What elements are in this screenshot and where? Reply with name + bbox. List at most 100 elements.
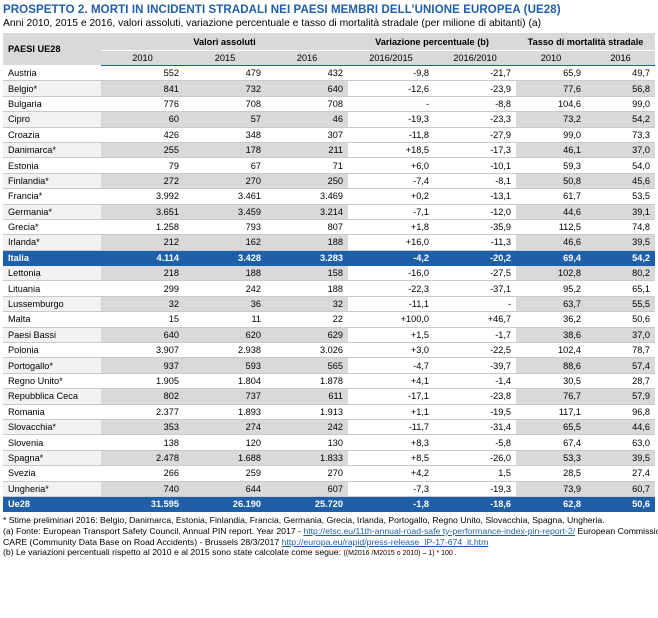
value-cell: -17,3	[434, 142, 517, 159]
value-cell: 158	[266, 265, 349, 282]
value-cell: -27,9	[434, 127, 517, 143]
value-cell: 2.377	[101, 404, 184, 420]
country-cell: Italia	[3, 250, 101, 267]
value-cell: 2.478	[101, 450, 184, 467]
value-cell: 3.459	[184, 204, 266, 220]
value-cell: 565	[266, 357, 349, 374]
value-cell: -23,3	[434, 111, 517, 128]
value-cell: 1.893	[184, 404, 266, 420]
value-cell: -1,7	[434, 327, 517, 344]
value-cell: -	[434, 296, 517, 313]
value-cell: 188	[266, 234, 349, 251]
value-cell: 99,0	[586, 96, 656, 113]
value-cell: 432	[266, 65, 349, 82]
subheader-2: 2016	[266, 50, 349, 66]
country-cell: Irlanda*	[3, 234, 101, 251]
country-cell: Malta	[3, 311, 101, 328]
value-cell: +4,1	[348, 373, 435, 390]
europa-link[interactable]: http://europa.eu/rapid/press-release_IP-…	[281, 536, 489, 547]
table-row: Austria 552 479 432 -9,8 -21,7 65,9 49,7	[3, 65, 656, 82]
value-cell: -39,7	[434, 357, 517, 374]
value-cell: +6,0	[348, 157, 435, 174]
value-cell: 593	[184, 357, 266, 374]
value-cell: 307	[266, 127, 349, 143]
etsc-link[interactable]: http://etsc.eu/11th-annual-road-safe ty-…	[303, 525, 576, 536]
value-cell: 36,2	[516, 311, 587, 328]
country-cell: Slovenia	[3, 434, 101, 451]
table-row: Lussemburgo 32 36 32 -11,1-63,7 55,5	[3, 296, 656, 313]
value-cell: 73,9	[516, 481, 587, 497]
subheader-5: 2010	[516, 50, 587, 66]
value-cell: 138	[101, 434, 184, 451]
value-cell: 88,6	[516, 357, 587, 374]
table-row: Romania 2.377 1.893 1.913 +1,1 -19,5 117,1 96,8	[3, 404, 656, 420]
value-cell: 212	[101, 234, 184, 251]
value-cell: 32	[266, 296, 349, 313]
value-cell: 112,5	[516, 219, 587, 236]
value-cell: 250	[266, 173, 349, 190]
table-row: Ue28 31.595 26.190 25.720 -1,8 -18,6 62,8 50,6	[3, 496, 656, 513]
footnote-variation: (b) Le variazioni percentuali rispetto a…	[3, 547, 457, 558]
value-cell: 611	[266, 388, 349, 405]
page-subtitle: Anni 2010, 2015 e 2016, valori assoluti,…	[3, 18, 542, 29]
value-cell: 79	[101, 157, 184, 174]
value-cell: 95,2	[516, 280, 587, 297]
value-cell: 732	[184, 80, 266, 97]
value-cell: 44,6	[516, 204, 587, 220]
value-cell: 3.026	[266, 342, 349, 359]
value-cell: 56,8	[586, 80, 656, 97]
table-row: Grecia* 1.258 793 807 +1,8 -35,9 112,5 74,8	[3, 219, 656, 236]
value-cell: 46,1	[516, 142, 587, 159]
value-cell: -7,3	[348, 481, 435, 497]
value-cell: 32	[101, 296, 184, 313]
table-row: Ungheria* 740 644 607 -7,3 -19,3 73,9 60,7	[3, 481, 656, 497]
value-cell: 15	[101, 311, 184, 328]
value-cell: 45,6	[586, 173, 656, 190]
table-row: Lettonia 218 188 158 -16,0 -27,5 102,8 80,2	[3, 265, 656, 282]
value-cell: 3.428	[184, 250, 266, 267]
value-cell: -18,6	[434, 496, 517, 513]
value-cell: 57,4	[586, 357, 656, 374]
group-header-variation: Variazione percentuale (b)	[348, 33, 517, 51]
value-cell: -22,3	[348, 280, 435, 297]
value-cell: 3.907	[101, 342, 184, 359]
value-cell: 57,9	[586, 388, 656, 405]
table-row: Slovacchia* 353 274 242 -11,7 -31,4 65,5 44,6	[3, 419, 656, 436]
country-cell: Germania*	[3, 204, 101, 220]
value-cell: 60	[101, 111, 184, 128]
value-cell: -31,4	[434, 419, 517, 436]
country-cell: Spagna*	[3, 450, 101, 467]
country-cell: Portogallo*	[3, 357, 101, 374]
value-cell: 27,4	[586, 465, 656, 482]
value-cell: +3,0	[348, 342, 435, 359]
footnote-care: CARE (Community Data Base on Road Accide…	[3, 536, 489, 547]
value-cell: 54,2	[586, 250, 656, 267]
value-cell: 640	[101, 327, 184, 344]
value-cell: -22,5	[434, 342, 517, 359]
table-row: Portogallo* 937 593 565 -4,7 -39,7 88,6 57,4	[3, 357, 656, 374]
value-cell: 644	[184, 481, 266, 497]
value-cell: +100,0	[348, 311, 435, 328]
value-cell: -23,8	[434, 388, 517, 405]
value-cell: 802	[101, 388, 184, 405]
value-cell: -17,1	[348, 388, 435, 405]
value-cell: 69,4	[516, 250, 587, 267]
value-cell: 50,6	[586, 311, 656, 328]
value-cell: +1,1	[348, 404, 435, 420]
table-row: Spagna* 2.478 1.688 1.833 +8,5 -26,0 53,3 39,5	[3, 450, 656, 467]
value-cell: 841	[101, 80, 184, 97]
value-cell: -10,1	[434, 157, 517, 174]
value-cell: 117,1	[516, 404, 587, 420]
value-cell: 937	[101, 357, 184, 374]
value-cell: -26,0	[434, 450, 517, 467]
value-cell: 104,6	[516, 96, 587, 113]
value-cell: -12,6	[348, 80, 435, 97]
value-cell: 28,5	[516, 465, 587, 482]
group-header-rate: Tasso di mortalità stradale	[516, 33, 656, 51]
table-row: Regno Unito* 1.905 1.804 1.878 +4,1 -1,4 30,5 2…	[3, 373, 656, 390]
value-cell: 3.651	[101, 204, 184, 220]
country-cell: Belgio*	[3, 80, 101, 97]
value-cell: +16,0	[348, 234, 435, 251]
value-cell: 1.804	[184, 373, 266, 390]
group-header-absolute: Valori assoluti	[101, 33, 349, 51]
